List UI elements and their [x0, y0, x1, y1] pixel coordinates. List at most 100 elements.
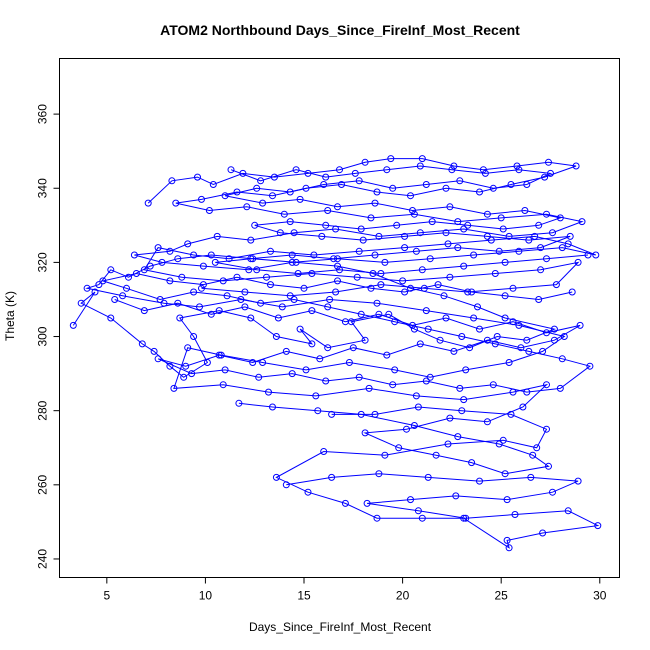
data-point [357, 310, 365, 318]
data-point [391, 366, 399, 374]
y-axis: 240 260 280 300 320 340 360 [36, 104, 60, 569]
data-point [493, 333, 501, 340]
data-point [552, 281, 560, 289]
data-point [294, 270, 302, 277]
data-point [320, 181, 328, 188]
data-point [221, 192, 229, 200]
data-point [474, 303, 481, 311]
data-point [288, 258, 296, 266]
data-point [483, 232, 491, 240]
data-point [318, 232, 326, 240]
data-point [574, 258, 582, 266]
data-point [410, 210, 418, 218]
data-point [501, 258, 509, 266]
data-point [377, 270, 385, 277]
data-point [168, 177, 176, 185]
data-point [330, 255, 338, 263]
data-point [507, 410, 515, 418]
data-point [138, 340, 146, 348]
data-point [296, 195, 304, 203]
x-tick-label: 15 [297, 589, 311, 603]
data-point [158, 258, 166, 266]
data-point [245, 266, 253, 274]
data-point [511, 511, 519, 518]
data-point [308, 340, 316, 348]
data-point [205, 207, 213, 214]
data-point [199, 281, 207, 289]
data-point [77, 299, 85, 307]
data-point [251, 221, 259, 229]
data-point [442, 184, 450, 192]
data-point [416, 162, 424, 170]
data-point [515, 321, 523, 329]
data-point [140, 266, 148, 274]
data-point [257, 299, 265, 307]
data-point [286, 188, 294, 196]
data-point [282, 347, 290, 355]
data-point [367, 284, 375, 292]
data-point [324, 207, 332, 214]
data-point [371, 251, 379, 259]
data-point [556, 384, 564, 392]
data-point [407, 284, 414, 292]
data-point [422, 181, 430, 188]
data-point [308, 307, 316, 315]
data-point [462, 514, 470, 522]
data-point [280, 210, 288, 218]
data-point [272, 333, 280, 340]
data-point [367, 214, 375, 222]
data-point [592, 251, 600, 259]
data-point [314, 407, 322, 415]
data-point [418, 155, 426, 163]
data-point [391, 318, 399, 326]
data-point [410, 422, 418, 429]
data-point [517, 344, 525, 352]
data-point [558, 244, 566, 252]
data-series [211, 162, 592, 277]
data-point [412, 392, 420, 400]
data-point [182, 362, 190, 370]
x-axis: 5 10 15 20 25 30 [103, 577, 607, 603]
data-point [499, 225, 507, 233]
series-line [100, 272, 592, 393]
data-point [515, 166, 523, 174]
data-point [501, 292, 509, 300]
data-point [373, 188, 381, 196]
data-point [272, 473, 280, 481]
data-point [495, 247, 503, 255]
data-point [399, 277, 407, 285]
x-tick-label: 25 [495, 589, 509, 603]
series-line [275, 406, 600, 549]
data-point [497, 214, 505, 222]
data-point [353, 273, 361, 281]
data-point [188, 370, 196, 378]
data-point [466, 344, 474, 352]
data-point [446, 273, 454, 281]
y-tick-label: 260 [36, 474, 50, 494]
data-point [286, 218, 294, 226]
data-point [328, 473, 336, 481]
data-point [543, 381, 550, 389]
data-point [267, 247, 274, 255]
data-point [241, 303, 249, 311]
data-point [539, 529, 547, 537]
data-point [446, 203, 454, 211]
data-point [424, 325, 432, 333]
data-point [509, 284, 517, 292]
data-point [513, 162, 521, 170]
data-point [525, 347, 533, 355]
y-tick-label: 320 [36, 252, 50, 272]
data-point [336, 266, 343, 274]
data-point [361, 158, 369, 166]
data-point [543, 329, 550, 337]
data-point [154, 355, 162, 363]
data-point [428, 218, 436, 226]
data-point [549, 488, 556, 496]
data-point [332, 288, 340, 296]
data-point [235, 399, 243, 407]
data-point [286, 292, 294, 300]
data-point [184, 344, 192, 352]
data-point [483, 418, 491, 426]
data-point [302, 366, 310, 374]
data-point [198, 284, 205, 292]
